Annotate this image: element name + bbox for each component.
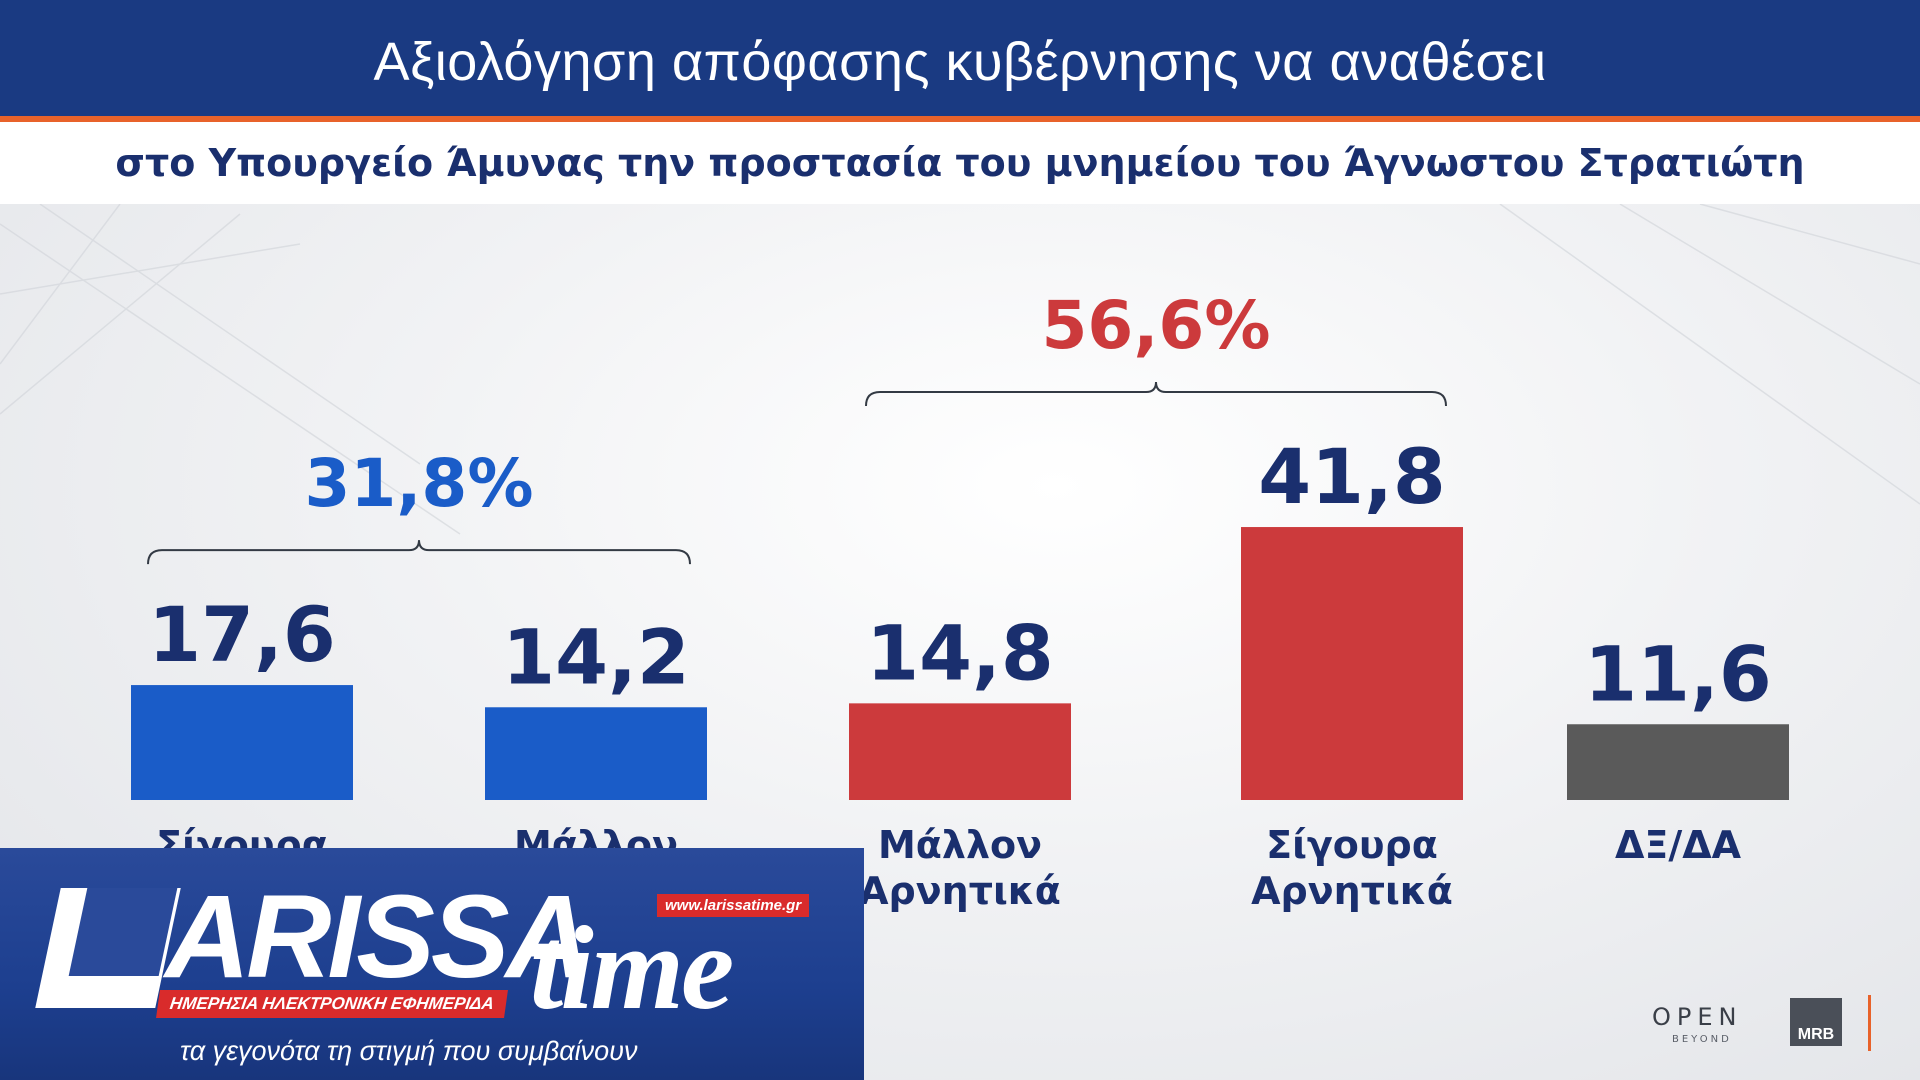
open-logo-sub: BEYOND [1672,1034,1732,1045]
bar-4 [1567,724,1789,800]
chart-title: Αξιολόγηση απόφασης κυβέρνησης να αναθέσ… [373,32,1547,92]
mrb-logo-text: MRB [1797,1026,1835,1043]
bar-value-label-1: 14,2 [502,612,690,701]
subtitle-bar: στο Υπουργείο Άμυνας την προστασία του μ… [0,122,1920,204]
title-bar: Αξιολόγηση απόφασης κυβέρνησης να αναθέσ… [0,0,1920,122]
bar-0 [131,685,353,800]
watermark-tagline: ΗΜΕΡΗΣΙΑ ΗΛΕΚΤΡΟΝΙΚΗ ΕΦΗΜΕΡΙΔΑ [156,990,508,1018]
category-label-4-0: ΔΞ/ΔΑ [1615,823,1742,867]
group-bracket-1 [865,381,1447,407]
mrb-logo: MRB [1790,998,1842,1046]
bar-1 [485,707,707,800]
logo-divider [1868,995,1871,1051]
watermark-brand-time: time [530,901,734,1034]
chart-subtitle: στο Υπουργείο Άμυνας την προστασία του μ… [115,141,1805,185]
category-label-2-1: Αρνητικά [859,869,1061,913]
open-logo: OPEN [1652,1003,1743,1031]
category-label-3-1: Αρνητικά [1251,869,1453,913]
bar-value-label-4: 11,6 [1584,629,1772,718]
watermark-url: www.larissatime.gr [657,894,810,917]
category-label-3-0: Σίγουρα [1266,823,1438,867]
bar-value-label-2: 14,8 [866,608,1054,697]
group-total-label-0: 31,8% [305,445,534,522]
bar-3 [1241,527,1463,800]
category-label-2-0: Μάλλον [878,823,1042,867]
group-total-label-1: 56,6% [1042,287,1271,364]
watermark-slogan: τα γεγονότα τη στιγμή που συμβαίνουν [180,1036,638,1066]
watermark-l-cutout [68,888,178,976]
background-decoration [0,204,1920,535]
bar-value-label-0: 17,6 [148,590,336,679]
bar-value-label-3: 41,8 [1258,432,1446,521]
watermark-brand: ARISSA [165,871,591,1003]
bar-2 [849,703,1071,800]
group-bracket-0 [147,540,691,565]
larissatime-watermark: ARISSA time www.larissatime.gr ΗΜΕΡΗΣΙΑ … [0,848,864,1080]
